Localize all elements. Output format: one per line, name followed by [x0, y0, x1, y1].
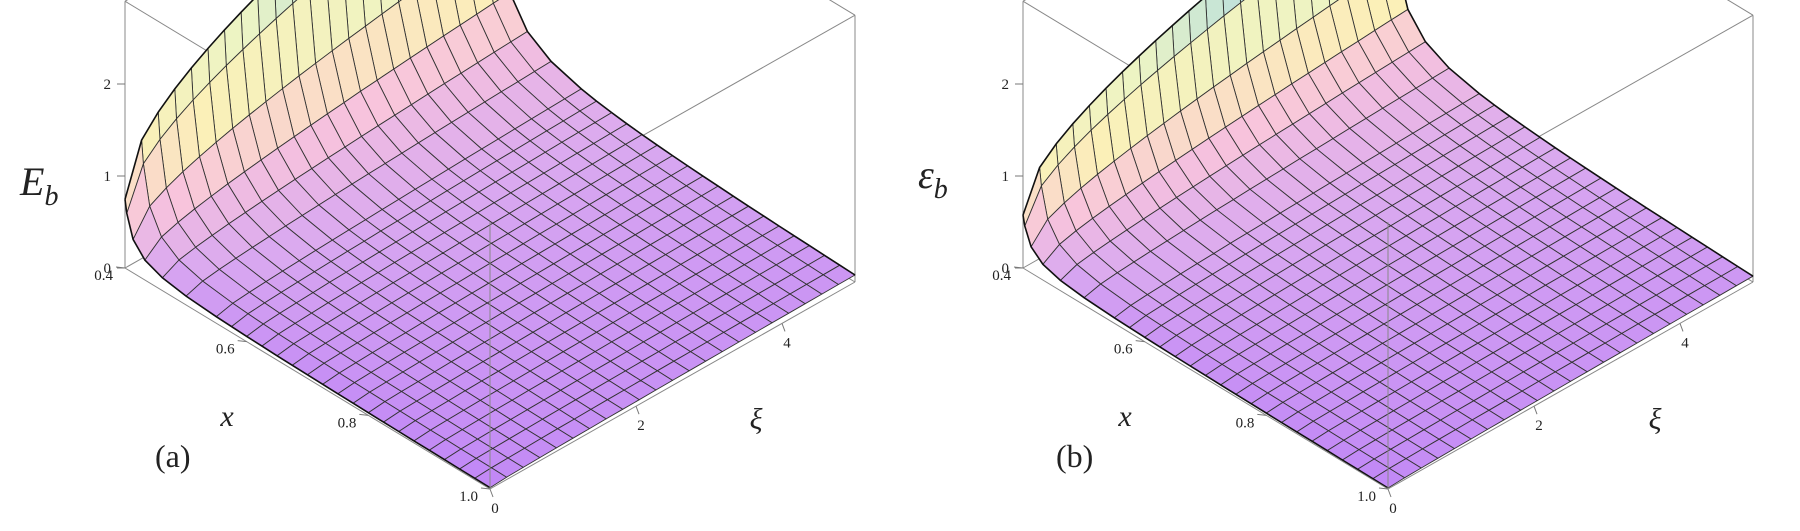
y-tick-mark	[635, 406, 640, 415]
panel-a-z-axis-title: Eb	[19, 159, 58, 212]
x-tick-label: 0.6	[1114, 342, 1133, 358]
panel-a-ticks: 0.4 0.6 0.8 1.0 0 2 4 0 1 2	[94, 77, 791, 517]
y-tick-label: 0	[491, 501, 499, 517]
y-tick-mark	[1533, 406, 1538, 415]
y-tick-mark	[1387, 488, 1392, 498]
panel-a-y-axis-title: ξ	[750, 403, 763, 436]
panel-a-box-front	[124, 222, 856, 490]
y-tick-label: 4	[783, 335, 791, 351]
panel-b-z-axis-title: εb	[918, 152, 948, 205]
x-tick-mark	[480, 487, 491, 490]
y-tick-label: 2	[1535, 418, 1543, 434]
z-tick-label: 2	[1002, 77, 1010, 93]
panel-a-z-axis-sub: b	[44, 181, 58, 212]
panel-a-z-axis-main: E	[19, 159, 44, 204]
x-tick-mark	[1135, 340, 1145, 343]
surface-left-ridge	[1022, 0, 1203, 216]
panel-a-surface	[124, 0, 856, 489]
surface-back-edge	[512, 0, 856, 276]
y-tick-label: 0	[1389, 501, 1397, 517]
z-tick-label: 2	[104, 77, 112, 93]
x-tick-mark	[237, 340, 247, 343]
panel-b-x-axis-title: x	[1117, 400, 1132, 433]
panel-b-y-axis-title: ξ	[1649, 403, 1662, 436]
x-tick-mark	[1378, 487, 1389, 490]
x-tick-label: 1.0	[459, 489, 478, 505]
surface-front-edge	[124, 199, 491, 489]
panel-a-x-axis-title: x	[219, 400, 234, 433]
box-edge-front	[1022, 267, 1389, 490]
y-tick-label: 4	[1681, 335, 1689, 351]
z-tick-label: 0	[1002, 261, 1010, 277]
z-tick-label: 1	[1002, 169, 1010, 185]
x-tick-mark	[1257, 413, 1267, 416]
x-tick-label: 0.4	[94, 268, 113, 284]
panel-b-z-axis-main: ε	[918, 152, 934, 197]
y-tick-label: 2	[637, 418, 645, 434]
x-tick-label: 1.0	[1357, 489, 1376, 505]
surface-back-edge	[1404, 0, 1754, 277]
box-edge-front	[1387, 281, 1754, 490]
panel-b-label: (b)	[1056, 438, 1093, 474]
box-edge	[1726, 0, 1754, 16]
box-edge-front	[124, 267, 491, 490]
box-edge-front	[489, 281, 856, 490]
panel-b-z-axis-sub: b	[934, 174, 948, 205]
x-tick-mark	[359, 413, 369, 416]
x-tick-label: 0.4	[992, 268, 1011, 284]
x-tick-label: 0.6	[216, 342, 235, 358]
z-tick-label: 1	[104, 169, 112, 185]
panel-b-surface	[1022, 0, 1754, 489]
z-tick-label: 0	[104, 261, 112, 277]
panel-b-box-front	[1022, 222, 1754, 490]
x-tick-label: 0.8	[1236, 415, 1255, 431]
y-tick-mark	[1679, 323, 1684, 332]
y-tick-mark	[489, 488, 494, 498]
panel-a: 0.4 0.6 0.8 1.0 0 2 4 0 1 2 x ξ Eb (a)	[19, 0, 856, 517]
panel-b-ticks: 0.4 0.6 0.8 1.0 0 2 4 0 1 2	[992, 77, 1689, 517]
surface-front-edge	[1022, 214, 1389, 489]
box-edge	[828, 0, 856, 16]
x-tick-label: 0.8	[338, 415, 357, 431]
surface-left-ridge	[124, 0, 255, 200]
panel-b: 0.4 0.6 0.8 1.0 0 2 4 0 1 2 x ξ εb (b)	[918, 0, 1754, 517]
y-tick-mark	[781, 323, 786, 332]
panel-a-label: (a)	[155, 438, 191, 474]
